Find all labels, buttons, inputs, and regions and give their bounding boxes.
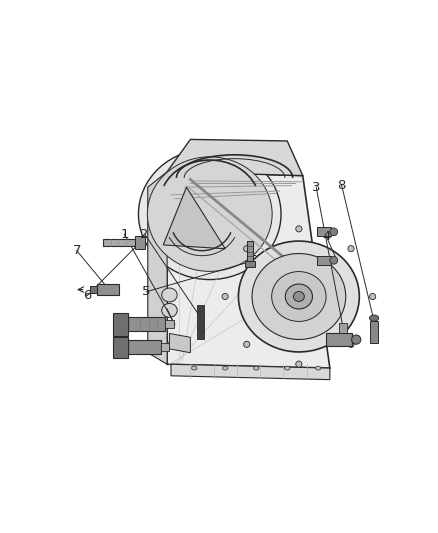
Polygon shape <box>170 334 191 353</box>
Ellipse shape <box>222 294 228 300</box>
Text: 6: 6 <box>83 289 91 302</box>
Polygon shape <box>317 256 331 265</box>
Polygon shape <box>128 317 165 331</box>
Text: 8: 8 <box>337 179 346 191</box>
Text: 3: 3 <box>312 181 320 193</box>
Text: 7: 7 <box>73 244 81 257</box>
Polygon shape <box>165 320 174 328</box>
Ellipse shape <box>348 246 354 252</box>
Ellipse shape <box>244 341 250 348</box>
Ellipse shape <box>352 335 361 344</box>
Polygon shape <box>167 140 303 175</box>
Ellipse shape <box>296 361 302 367</box>
Ellipse shape <box>285 284 312 309</box>
Text: 1: 1 <box>120 228 129 241</box>
Polygon shape <box>90 286 97 294</box>
Ellipse shape <box>293 292 304 302</box>
Ellipse shape <box>369 315 379 321</box>
Polygon shape <box>103 239 135 246</box>
Polygon shape <box>171 364 330 379</box>
Ellipse shape <box>272 271 326 321</box>
Polygon shape <box>163 187 225 249</box>
Polygon shape <box>245 261 255 267</box>
Polygon shape <box>198 305 204 339</box>
Ellipse shape <box>252 254 346 340</box>
Ellipse shape <box>315 366 321 370</box>
Ellipse shape <box>162 303 177 317</box>
Text: 5: 5 <box>142 285 151 298</box>
Polygon shape <box>339 322 347 334</box>
Ellipse shape <box>348 341 354 348</box>
Polygon shape <box>97 284 119 295</box>
Text: 2: 2 <box>141 228 149 241</box>
Ellipse shape <box>254 366 259 370</box>
Ellipse shape <box>147 157 272 271</box>
Ellipse shape <box>370 294 376 300</box>
Ellipse shape <box>162 288 177 302</box>
Polygon shape <box>167 172 330 368</box>
Ellipse shape <box>296 226 302 232</box>
Polygon shape <box>247 241 253 261</box>
Ellipse shape <box>191 366 197 370</box>
Ellipse shape <box>244 246 250 252</box>
Polygon shape <box>113 313 128 336</box>
Polygon shape <box>317 227 331 237</box>
Polygon shape <box>113 336 128 358</box>
Ellipse shape <box>138 149 281 280</box>
Polygon shape <box>326 334 352 346</box>
Polygon shape <box>128 341 161 354</box>
Polygon shape <box>370 321 378 343</box>
Ellipse shape <box>285 366 290 370</box>
Polygon shape <box>148 172 167 364</box>
Ellipse shape <box>330 228 338 236</box>
Polygon shape <box>135 237 145 249</box>
Ellipse shape <box>238 241 359 352</box>
Ellipse shape <box>330 256 338 264</box>
Polygon shape <box>161 343 169 351</box>
Ellipse shape <box>223 366 228 370</box>
Text: 4: 4 <box>322 230 331 243</box>
